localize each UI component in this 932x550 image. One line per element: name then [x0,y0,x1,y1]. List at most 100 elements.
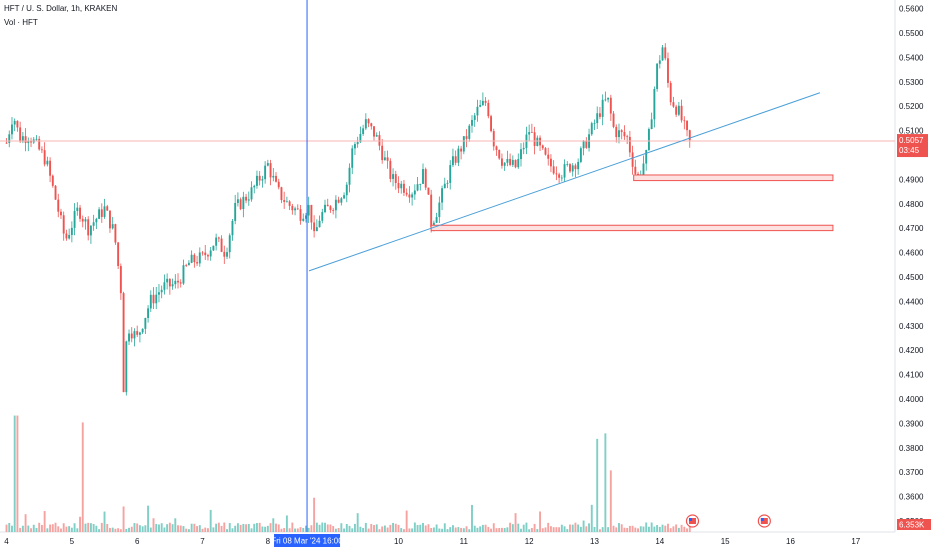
volume-bar [79,516,81,532]
candle-body [321,212,324,221]
candle-body [650,119,653,130]
volume-bar [658,526,661,532]
support-zone-rectangle[interactable] [633,174,834,182]
volume-bar [558,527,561,532]
candle-body [60,211,62,216]
candle-body [141,328,144,333]
time-tick-label: 12 [525,537,534,546]
volume-bar [500,527,503,532]
candle-body [247,199,250,201]
volume-bar [408,528,411,532]
candle-body [446,182,449,184]
volume-bar [563,526,566,532]
volume-bar [620,524,623,532]
candle-body [623,132,626,137]
candle-body [397,182,400,189]
volume-bar [422,522,424,532]
volume-bar [598,529,601,532]
candle-body [198,252,201,264]
candle-body [40,149,43,151]
candle-body [500,158,503,166]
candle-body [413,190,416,195]
time-tick-label: 14 [655,537,664,546]
bar-countdown-label: 03:45 [899,146,920,155]
price-tick-label: 0.5400 [899,53,924,62]
candle-body [353,144,356,149]
volume-bar [62,523,65,532]
last-price-box [897,134,928,158]
candle-body [585,140,588,148]
volume-bar [40,524,43,532]
candle-body [332,210,335,211]
volume-bar [607,527,610,532]
candle-body [590,123,593,135]
candle-body [484,100,487,103]
volume-scale-label: 6.353K [899,521,925,530]
volume-bar [92,524,95,532]
volume-bar [54,522,57,532]
candle-body [24,136,27,143]
volume-bar [359,526,362,532]
volume-bar [242,523,245,532]
candle-body [487,102,490,117]
volume-bar [536,529,539,532]
volume-bar [16,415,19,532]
candle-body [215,237,218,246]
candle-body [261,179,264,181]
candle-body [11,124,13,135]
volume-bar [413,522,416,532]
volume-bar [136,523,139,532]
volume-bar [511,524,514,532]
volume-bar [296,528,299,532]
candle-body [658,60,661,64]
volume-bar [362,527,365,532]
candle-body [571,165,574,172]
time-tick-label: 16 [786,537,795,546]
volume-bar [220,525,223,532]
candle-body [21,136,24,142]
volume-bar [125,528,128,532]
volume-bar [509,522,512,532]
volume-bar [506,527,509,532]
volume-bar [669,528,672,532]
symbol-legend: HFT / U. S. Dollar, 1h, KRAKEN [4,4,118,13]
support-zone-rectangle[interactable] [430,224,834,232]
candle-body [299,209,302,221]
candle-body [340,198,343,203]
candle-body [628,136,631,153]
candle-body [136,331,139,335]
volume-bar [653,526,656,532]
candle-body [92,222,95,226]
volume-bar [223,522,226,532]
volume-bar [571,524,574,532]
volume-bar [141,526,144,532]
candle-body [683,120,686,122]
candle-body [345,184,348,196]
candle-body [302,218,305,221]
candle-body [13,120,16,125]
candle-body [356,142,359,145]
volume-bar [46,528,49,532]
volume-bar [98,529,101,532]
candle-body [54,185,57,200]
volume-bar [73,523,76,532]
volume-bar [190,523,193,532]
price-tick-label: 0.4600 [899,249,924,258]
volume-bar [585,526,588,532]
candle-body [291,205,294,211]
volume-bar [389,524,392,532]
candle-body [234,202,237,221]
volume-bar [628,525,631,532]
volume-bar [307,527,310,532]
time-tick-label: 8 [266,537,271,546]
volume-bar [609,470,612,532]
volume-bar [109,527,111,532]
price-tick-label: 0.5500 [899,29,924,38]
candle-body [119,265,122,294]
volume-bar [544,527,547,532]
time-tick-label: 15 [721,537,730,546]
volume-bar [473,525,476,532]
trendline[interactable] [308,92,821,272]
volume-bar [332,526,335,532]
